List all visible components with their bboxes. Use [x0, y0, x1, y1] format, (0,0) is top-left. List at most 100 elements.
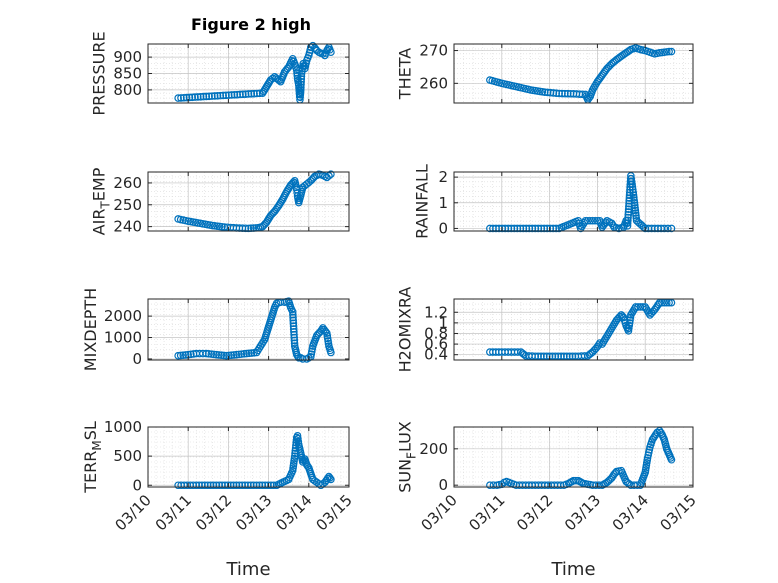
axes-box	[453, 426, 694, 488]
data-marker	[563, 352, 571, 361]
y-tick-label: 850	[113, 65, 142, 83]
data-marker	[194, 93, 202, 101]
data-marker	[297, 83, 305, 91]
y-tick-label: 1000	[104, 329, 142, 347]
y-axis-label: THETA	[396, 48, 415, 100]
data-marker	[624, 208, 633, 216]
y-tick-label: 0.6	[424, 335, 448, 353]
data-marker	[229, 481, 238, 490]
data-marker	[235, 350, 243, 359]
data-marker	[179, 351, 187, 359]
y-tick-label: 1	[438, 194, 448, 212]
data-marker	[296, 88, 305, 97]
data-point	[242, 349, 251, 358]
y-axis-label: SUNFLUX	[396, 421, 419, 493]
data-point	[665, 298, 673, 307]
y-tick-label: 0.8	[424, 324, 448, 342]
data-marker	[558, 89, 566, 98]
y-tick-label: 270	[419, 42, 448, 60]
y-tick-label: 0	[438, 476, 448, 494]
data-marker	[629, 185, 637, 194]
data-marker	[630, 193, 638, 202]
data-point	[222, 351, 231, 360]
y-axis-label: RAINFALL	[413, 164, 432, 239]
data-marker	[225, 351, 233, 360]
data-marker	[217, 351, 226, 359]
y-tick-label: 0	[438, 219, 448, 237]
data-point	[212, 481, 221, 490]
data-marker	[639, 223, 648, 231]
data-marker	[218, 481, 226, 490]
data-marker	[230, 91, 239, 99]
data-marker	[552, 89, 561, 98]
data-marker	[580, 352, 589, 360]
data-marker	[239, 90, 247, 99]
data-point	[665, 47, 673, 56]
data-marker	[631, 209, 640, 217]
data-marker	[290, 328, 298, 336]
data-marker	[546, 88, 555, 97]
data-marker	[289, 310, 297, 319]
data-marker	[213, 91, 222, 100]
data-marker	[195, 481, 203, 490]
data-marker	[585, 94, 593, 102]
data-marker	[268, 74, 277, 83]
data-point	[667, 47, 676, 56]
data-marker	[227, 351, 236, 359]
data-marker	[267, 481, 275, 490]
data-marker	[210, 92, 219, 100]
data-marker	[554, 352, 563, 361]
data-marker	[563, 89, 572, 98]
data-marker	[578, 90, 587, 99]
data-marker	[633, 481, 642, 489]
data-marker	[292, 436, 301, 444]
data-marker	[250, 348, 258, 357]
data-marker	[289, 313, 297, 322]
data-marker	[198, 481, 206, 490]
axes-6: 0.40.60.811.2 H2OMIXRA	[396, 287, 694, 372]
data-point	[655, 298, 664, 307]
y-axis-label: TERRMSL	[81, 421, 104, 494]
data-marker	[289, 319, 298, 328]
data-marker	[634, 303, 642, 311]
data-marker	[631, 204, 639, 212]
data-point	[212, 350, 221, 359]
data-marker	[250, 89, 258, 98]
data-marker	[568, 352, 577, 361]
data-marker	[628, 180, 636, 188]
data-marker	[625, 324, 633, 332]
data-marker	[630, 196, 638, 205]
data-marker	[318, 325, 326, 334]
data-point	[541, 88, 549, 96]
data-marker	[624, 210, 633, 219]
data-marker	[297, 77, 305, 86]
data-marker	[255, 89, 264, 98]
data-marker	[182, 93, 191, 102]
data-marker	[628, 183, 637, 191]
y-tick-label: 900	[113, 48, 142, 66]
y-tick-label: 800	[113, 81, 142, 99]
data-marker	[224, 481, 232, 490]
x-axis-label: Time	[550, 559, 595, 580]
data-marker	[552, 224, 560, 233]
y-tick-label: 260	[113, 174, 142, 192]
data-marker	[626, 316, 634, 325]
data-marker	[241, 481, 249, 490]
y-tick-label: 200	[419, 440, 448, 458]
data-marker	[561, 89, 569, 98]
figure-title: Figure 2 high	[191, 15, 311, 34]
data-marker	[185, 93, 194, 102]
data-marker	[201, 481, 209, 490]
data-marker	[247, 349, 256, 357]
data-point	[631, 303, 640, 311]
x-axis-label: Time	[225, 559, 270, 580]
data-marker	[549, 89, 558, 97]
y-tick-label: 260	[419, 74, 448, 92]
data-point	[624, 327, 633, 335]
data-point	[667, 224, 676, 233]
data-point	[327, 48, 335, 56]
data-marker	[225, 91, 233, 99]
data-marker	[556, 481, 565, 489]
